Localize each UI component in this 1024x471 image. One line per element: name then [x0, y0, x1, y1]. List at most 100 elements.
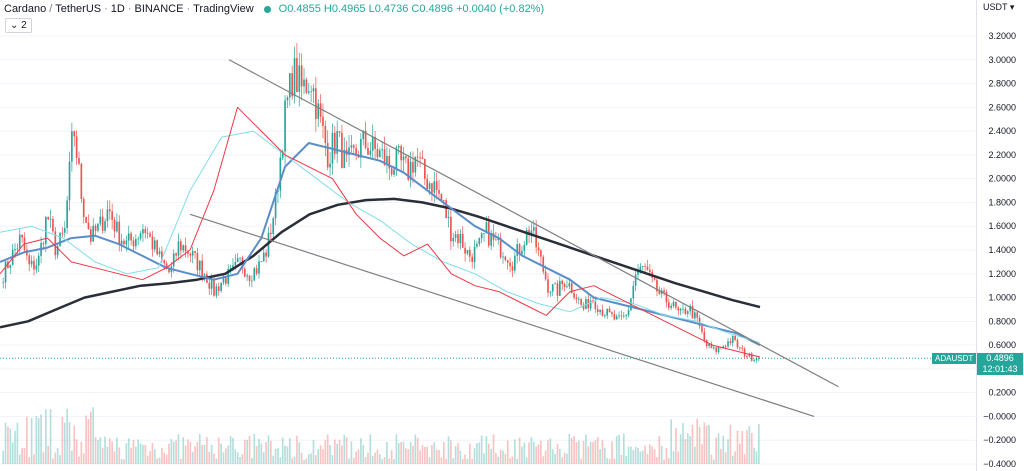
volume-bar — [132, 440, 135, 464]
candle-body — [656, 279, 658, 292]
volume-bar — [549, 438, 552, 464]
volume-bar — [87, 419, 90, 464]
candle-body — [717, 347, 720, 353]
volume-bar — [580, 458, 582, 464]
candle-body — [400, 145, 402, 161]
candle-body — [225, 277, 227, 284]
volume-bar — [566, 453, 568, 464]
candle-body — [7, 261, 9, 269]
volume-bar — [66, 408, 68, 464]
volume-bar — [675, 428, 677, 464]
candle-body — [73, 131, 76, 137]
volume-bar — [355, 451, 357, 464]
candle-body — [734, 335, 736, 340]
open-value: O0.4855 — [278, 3, 321, 15]
volume-bar — [326, 434, 329, 464]
volume-bar — [592, 441, 594, 464]
candle-body — [172, 253, 175, 267]
candle-body — [137, 238, 140, 240]
volume-bar — [573, 435, 575, 464]
candle-body — [471, 256, 474, 262]
volume-bar — [694, 446, 696, 464]
volume-bar — [658, 435, 661, 464]
volume-bar — [575, 442, 578, 464]
volume-bar — [412, 445, 414, 464]
candle-body — [423, 158, 426, 179]
volume-bar — [750, 432, 753, 464]
symbol-name[interactable]: Cardano — [4, 3, 47, 15]
volume-bar — [632, 450, 635, 464]
candle-body — [251, 280, 253, 282]
volume-bar — [168, 443, 170, 464]
volume-bar — [198, 433, 201, 464]
candle-body — [97, 223, 99, 231]
candle-body — [454, 234, 457, 238]
chart-header[interactable]: Cardano / TetherUS · 1D · BINANCE · Trad… — [4, 3, 544, 15]
volume-bar — [118, 447, 121, 464]
volume-bar — [151, 442, 154, 464]
candle-body — [42, 242, 45, 244]
candle-body — [248, 275, 251, 281]
volume-bar — [23, 448, 26, 464]
candle-body — [468, 249, 471, 257]
interval-label[interactable]: 1D — [110, 3, 125, 15]
candle-body — [82, 198, 85, 218]
candle-body — [165, 263, 168, 269]
candle-body — [85, 217, 87, 223]
candle-body — [677, 307, 680, 311]
volume-bar — [161, 447, 163, 464]
candle-body — [298, 65, 301, 92]
candle-body — [618, 315, 620, 317]
volume-bar — [146, 455, 149, 464]
candle-body — [727, 341, 729, 347]
candle-body — [672, 301, 675, 306]
price-axis[interactable] — [976, 0, 1024, 471]
chevron-down-icon: ⌄ — [10, 20, 19, 31]
indicator-count: 2 — [21, 20, 27, 31]
currency-unit-selector[interactable]: USDT ▾ — [983, 2, 1015, 12]
volume-bar — [532, 441, 535, 464]
ma-long-line — [0, 197, 761, 329]
candle-body — [407, 158, 410, 180]
volume-bar — [440, 457, 443, 464]
candle-body — [213, 278, 215, 296]
volume-bar — [298, 442, 301, 464]
volume-bar — [731, 455, 734, 464]
candle-body — [139, 233, 142, 239]
volume-bar — [21, 448, 23, 464]
quote-name: TetherUS — [55, 3, 102, 15]
candle-body — [381, 149, 384, 151]
volume-bar — [748, 426, 751, 464]
candle-body — [364, 130, 367, 148]
volume-bar — [210, 444, 213, 464]
volume-bar — [423, 446, 426, 464]
volume-bar — [495, 452, 497, 464]
volume-bar — [293, 456, 296, 464]
volume-bar — [158, 457, 161, 464]
volume-bar — [336, 443, 339, 464]
symbol-price-label: ADAUSDT — [932, 353, 977, 364]
candle-body — [94, 225, 97, 231]
candle-body — [360, 139, 362, 158]
candle-body — [684, 308, 687, 314]
volume-bar — [307, 454, 310, 464]
volume-bar — [135, 446, 137, 464]
volume-bar — [172, 441, 175, 464]
volume-bar — [720, 448, 722, 464]
volume-bar — [710, 454, 713, 464]
candle-body — [367, 147, 369, 155]
volume-bar — [670, 419, 673, 464]
volume-bar — [101, 447, 104, 464]
candle-body — [355, 147, 357, 156]
volume-bar — [644, 445, 646, 464]
candle-body — [35, 265, 38, 270]
candle-body — [731, 335, 734, 344]
volume-bar — [426, 446, 429, 464]
candle-body — [566, 286, 568, 288]
volume-bar — [97, 439, 99, 464]
volume-bar — [551, 449, 554, 464]
volume-bar — [137, 439, 140, 464]
volume-bar — [450, 440, 452, 464]
indicator-toggle-button[interactable]: ⌄ 2 — [5, 18, 32, 33]
